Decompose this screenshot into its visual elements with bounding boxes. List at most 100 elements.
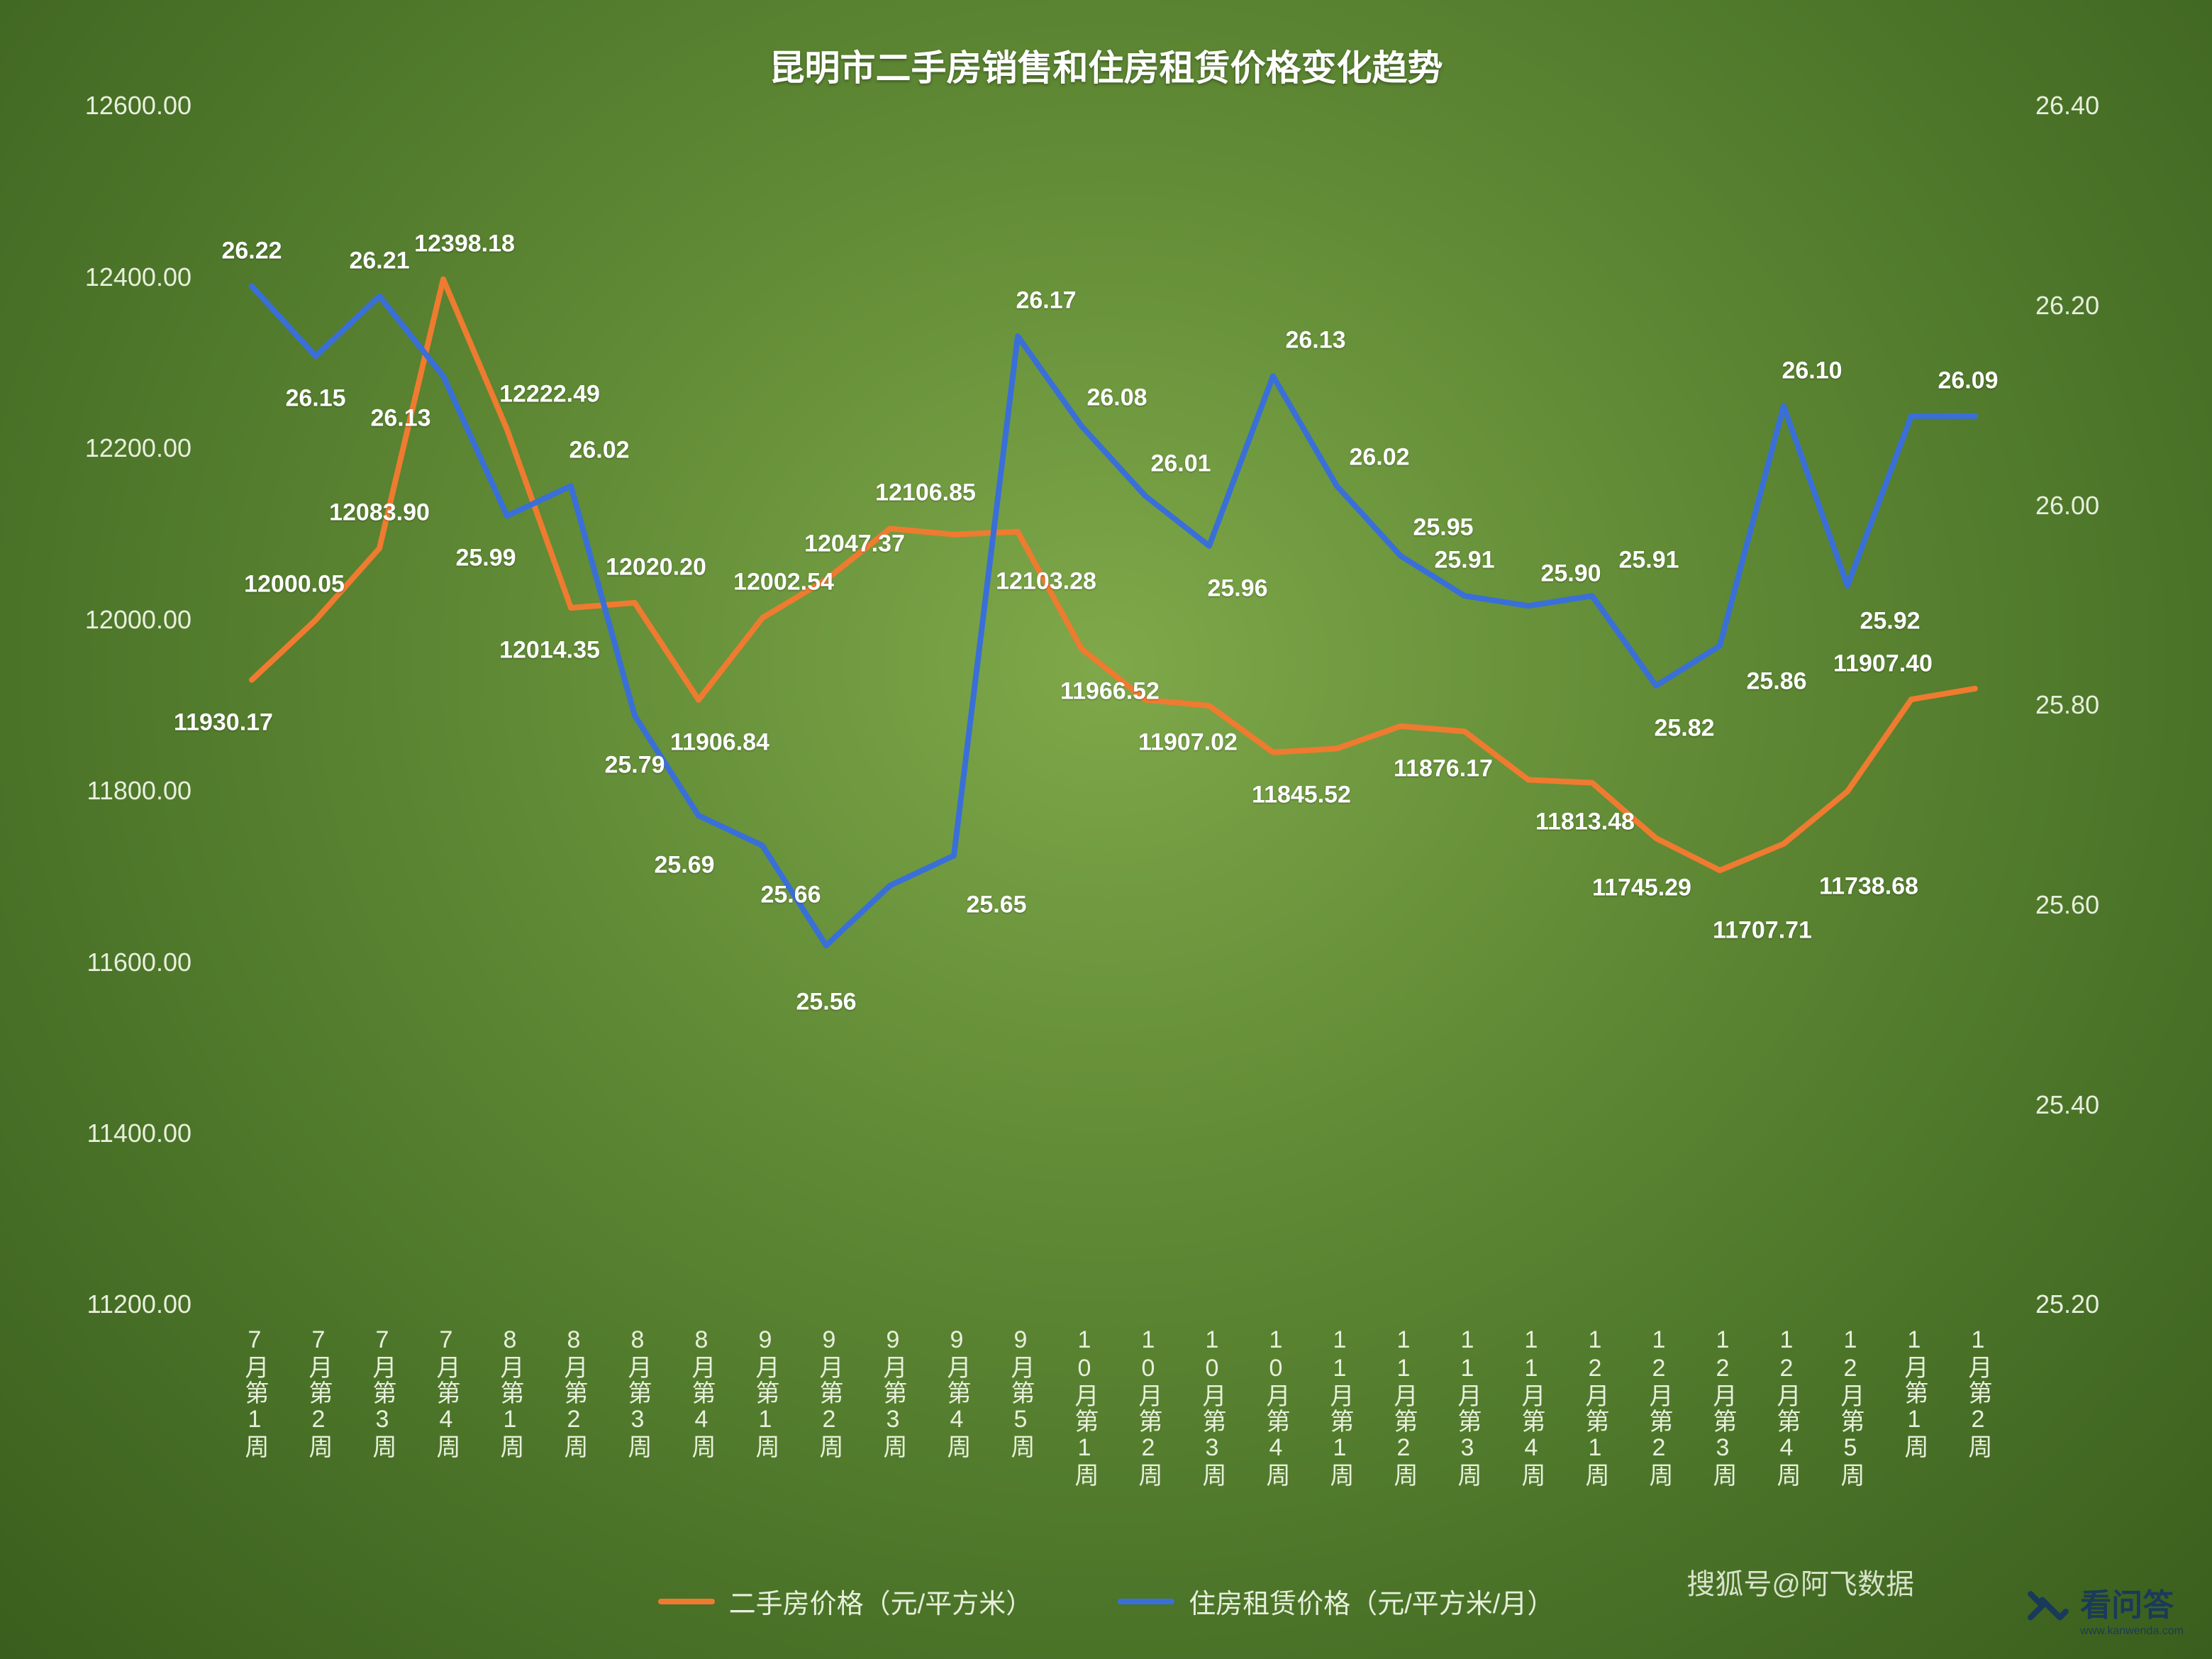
- x-tick: 7月第4周: [429, 1326, 464, 1460]
- data-label-secondhand: 11906.84: [670, 728, 769, 756]
- data-label-rental: 25.66: [760, 882, 821, 909]
- brand-text: 看问答: [2080, 1580, 2184, 1625]
- y-left-tick: 12400.00: [0, 262, 191, 292]
- data-label-rental: 26.15: [285, 385, 345, 413]
- x-tick: 8月第3周: [621, 1326, 655, 1460]
- data-label-rental: 26.09: [1938, 367, 1998, 394]
- data-label-secondhand: 12398.18: [414, 230, 515, 257]
- legend-swatch: [658, 1599, 715, 1604]
- x-tick: 12月第5周: [1833, 1326, 1868, 1488]
- data-label-rental: 25.90: [1540, 560, 1601, 588]
- data-label-secondhand: 12000.05: [244, 571, 345, 599]
- data-label-secondhand: 12106.85: [875, 479, 976, 507]
- data-label-rental: 26.17: [1016, 287, 1076, 314]
- data-label-rental: 25.65: [966, 892, 1026, 919]
- x-tick: 9月第1周: [748, 1326, 783, 1460]
- data-label-rental: 26.08: [1086, 384, 1147, 411]
- x-tick: 1月第2周: [1961, 1326, 1996, 1460]
- data-label-rental: 25.79: [604, 752, 665, 779]
- data-label-rental: 25.91: [1434, 547, 1494, 575]
- legend-item-rental: 住房租赁价格（元/平方米/月）: [1118, 1582, 1554, 1621]
- y-left-tick: 12600.00: [0, 91, 191, 121]
- y-right-tick: 25.80: [2035, 690, 2099, 720]
- brand-icon: [2025, 1585, 2072, 1632]
- y-left-tick: 12200.00: [0, 433, 191, 463]
- data-label-rental: 25.92: [1860, 608, 1920, 636]
- data-label-secondhand: 11745.29: [1592, 874, 1691, 901]
- x-tick: 11月第3周: [1450, 1326, 1485, 1488]
- y-right-tick: 25.40: [2035, 1090, 2099, 1120]
- y-right-tick: 25.60: [2035, 890, 2099, 920]
- data-label-rental: 25.99: [455, 545, 516, 572]
- x-tick: 9月第4周: [940, 1326, 974, 1460]
- legend-label: 二手房价格（元/平方米）: [729, 1582, 1033, 1621]
- x-tick: 8月第1周: [493, 1326, 528, 1460]
- series-line-secondhand: [252, 279, 1975, 870]
- data-label-secondhand: 12020.20: [606, 553, 706, 581]
- brand-url: www.kanwenda.com: [2080, 1625, 2184, 1638]
- data-label-rental: 26.13: [370, 405, 430, 433]
- data-label-rental: 25.82: [1654, 714, 1714, 742]
- data-label-rental: 25.69: [654, 851, 714, 879]
- y-left-tick: 11600.00: [0, 948, 191, 977]
- y-left-tick: 11800.00: [0, 776, 191, 806]
- y-right-tick: 26.40: [2035, 91, 2099, 121]
- legend-label: 住房租赁价格（元/平方米/月）: [1189, 1582, 1554, 1621]
- y-left-tick: 11200.00: [0, 1289, 191, 1319]
- data-label-secondhand: 12083.90: [329, 499, 430, 527]
- data-label-rental: 26.02: [569, 437, 629, 465]
- x-tick: 9月第2周: [812, 1326, 847, 1460]
- x-tick: 8月第2周: [557, 1326, 591, 1460]
- x-tick: 8月第4周: [684, 1326, 719, 1460]
- x-tick: 7月第3周: [365, 1326, 400, 1460]
- data-label-rental: 26.13: [1285, 327, 1345, 355]
- data-label-rental: 26.02: [1349, 444, 1409, 472]
- x-tick: 1月第1周: [1897, 1326, 1932, 1460]
- data-label-secondhand: 11707.71: [1713, 917, 1812, 945]
- chart-root: 昆明市二手房销售和住房租赁价格变化趋势 11200.0011400.001160…: [0, 0, 2212, 1659]
- x-tick: 12月第1周: [1578, 1326, 1613, 1488]
- data-label-secondhand: 11813.48: [1535, 809, 1635, 836]
- x-tick: 7月第1周: [238, 1326, 272, 1460]
- data-label-secondhand: 11907.02: [1138, 728, 1238, 756]
- data-label-secondhand: 12222.49: [499, 380, 600, 408]
- data-label-rental: 25.56: [796, 989, 856, 1016]
- x-tick: 10月第3周: [1195, 1326, 1230, 1488]
- data-label-rental: 25.86: [1746, 667, 1806, 695]
- y-right-tick: 26.20: [2035, 291, 2099, 321]
- data-label-rental: 25.96: [1207, 575, 1267, 602]
- brand-logo: 看问答 www.kanwenda.com: [2025, 1580, 2184, 1638]
- x-tick: 12月第3周: [1706, 1326, 1740, 1488]
- data-label-rental: 25.91: [1618, 547, 1679, 575]
- x-tick: 10月第4周: [1259, 1326, 1294, 1488]
- watermark-text: 搜狐号@阿飞数据: [1686, 1561, 1914, 1602]
- x-tick: 12月第4周: [1769, 1326, 1804, 1488]
- data-label-secondhand: 11845.52: [1252, 781, 1351, 809]
- y-right-tick: 25.20: [2035, 1289, 2099, 1319]
- x-tick: 11月第1周: [1323, 1326, 1357, 1488]
- data-label-secondhand: 11738.68: [1819, 872, 1918, 900]
- x-tick: 10月第2周: [1131, 1326, 1166, 1488]
- x-tick: 12月第2周: [1642, 1326, 1677, 1488]
- x-tick: 10月第1周: [1067, 1326, 1102, 1488]
- data-label-rental: 26.01: [1150, 450, 1211, 478]
- y-right-tick: 26.00: [2035, 491, 2099, 521]
- x-tick: 7月第2周: [301, 1326, 336, 1460]
- data-label-rental: 25.95: [1413, 514, 1473, 541]
- data-label-secondhand: 11930.17: [174, 709, 273, 736]
- data-label-secondhand: 11907.40: [1833, 650, 1933, 678]
- data-label-secondhand: 12103.28: [996, 567, 1096, 595]
- x-tick: 9月第5周: [1004, 1326, 1038, 1460]
- data-label-secondhand: 11966.52: [1060, 677, 1160, 705]
- x-tick: 11月第2周: [1386, 1326, 1421, 1488]
- x-tick: 9月第3周: [876, 1326, 911, 1460]
- data-label-secondhand: 12014.35: [499, 636, 600, 664]
- y-left-tick: 12000.00: [0, 605, 191, 635]
- legend-item-secondhand: 二手房价格（元/平方米）: [658, 1582, 1033, 1621]
- data-label-secondhand: 12047.37: [804, 531, 905, 558]
- x-tick: 11月第4周: [1514, 1326, 1549, 1488]
- legend-swatch: [1118, 1599, 1174, 1604]
- data-label-secondhand: 11876.17: [1394, 755, 1493, 782]
- data-label-rental: 26.22: [221, 237, 282, 265]
- data-label-rental: 26.21: [349, 247, 409, 274]
